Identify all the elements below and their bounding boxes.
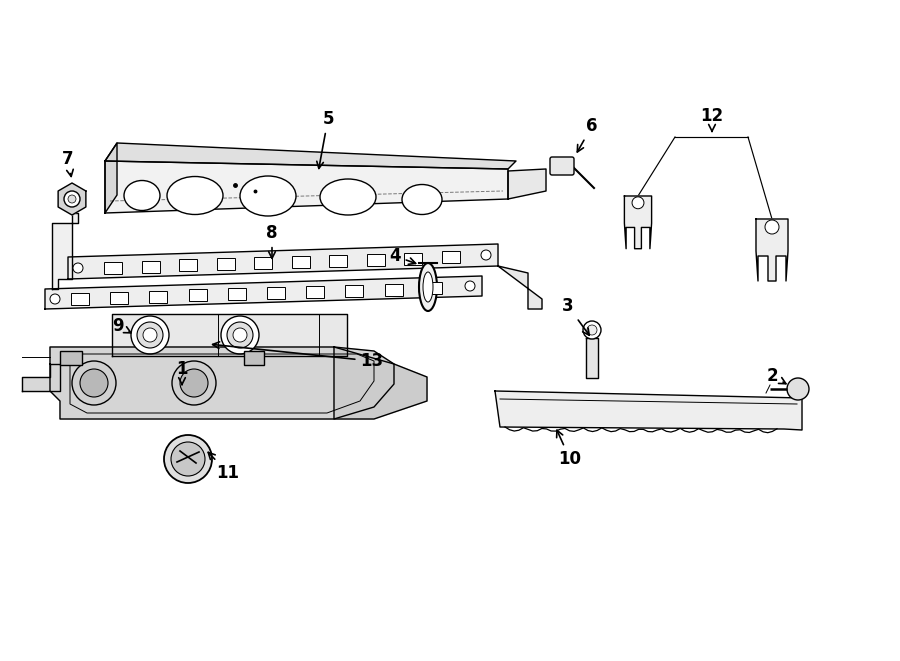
Circle shape <box>227 322 253 348</box>
Ellipse shape <box>240 176 296 216</box>
Bar <box>141 260 159 272</box>
Bar <box>149 291 167 303</box>
Text: 13: 13 <box>212 342 383 370</box>
Circle shape <box>221 316 259 354</box>
Circle shape <box>64 191 80 207</box>
Circle shape <box>180 369 208 397</box>
Text: 11: 11 <box>208 452 239 482</box>
Text: 12: 12 <box>700 107 724 132</box>
Circle shape <box>787 378 809 400</box>
Polygon shape <box>334 347 427 419</box>
Bar <box>346 285 364 297</box>
Circle shape <box>465 281 475 291</box>
Circle shape <box>233 328 247 342</box>
Bar <box>329 255 347 267</box>
Bar <box>442 251 460 264</box>
Ellipse shape <box>423 272 433 302</box>
Ellipse shape <box>419 263 437 311</box>
Text: 6: 6 <box>577 117 598 152</box>
Bar <box>404 253 422 264</box>
Bar <box>254 257 272 269</box>
Text: 5: 5 <box>317 110 334 169</box>
Polygon shape <box>52 213 78 289</box>
Circle shape <box>72 361 116 405</box>
Polygon shape <box>58 183 86 215</box>
FancyBboxPatch shape <box>550 157 574 175</box>
Bar <box>110 292 128 304</box>
Circle shape <box>587 325 597 335</box>
Circle shape <box>137 322 163 348</box>
Ellipse shape <box>124 180 160 210</box>
Circle shape <box>481 250 491 260</box>
Bar <box>71 293 89 305</box>
Circle shape <box>50 294 60 304</box>
Circle shape <box>68 195 76 203</box>
Bar <box>244 351 264 365</box>
Circle shape <box>765 220 779 234</box>
Text: 9: 9 <box>112 317 130 335</box>
Polygon shape <box>586 338 598 378</box>
Polygon shape <box>50 347 394 419</box>
Ellipse shape <box>320 179 376 215</box>
Bar <box>424 282 442 294</box>
Polygon shape <box>498 266 542 309</box>
Bar <box>60 351 82 365</box>
Text: 10: 10 <box>556 430 581 468</box>
Circle shape <box>131 316 169 354</box>
Circle shape <box>632 197 644 209</box>
Polygon shape <box>68 244 498 279</box>
Bar <box>384 284 402 295</box>
Polygon shape <box>105 143 117 213</box>
Circle shape <box>164 435 212 483</box>
Circle shape <box>73 263 83 273</box>
Circle shape <box>171 442 205 476</box>
Polygon shape <box>105 143 516 169</box>
Ellipse shape <box>167 176 223 215</box>
Polygon shape <box>625 196 652 249</box>
Bar <box>217 258 235 270</box>
Circle shape <box>583 321 601 339</box>
Polygon shape <box>756 219 788 281</box>
Polygon shape <box>495 391 802 430</box>
Circle shape <box>143 328 157 342</box>
Bar <box>104 262 122 274</box>
Ellipse shape <box>402 184 442 215</box>
Bar <box>267 287 285 299</box>
Polygon shape <box>22 364 60 391</box>
Polygon shape <box>105 161 508 213</box>
Bar <box>306 286 324 298</box>
Polygon shape <box>45 276 482 309</box>
Text: 7: 7 <box>62 150 74 176</box>
Bar <box>179 259 197 272</box>
Text: 2: 2 <box>766 367 786 385</box>
Polygon shape <box>112 314 347 356</box>
Text: 4: 4 <box>389 247 416 265</box>
Text: 1: 1 <box>176 360 188 385</box>
Bar <box>228 288 246 300</box>
Polygon shape <box>508 169 546 199</box>
Bar <box>189 290 207 301</box>
Bar <box>366 254 384 266</box>
Text: 3: 3 <box>562 297 590 335</box>
Bar <box>292 256 310 268</box>
Text: 8: 8 <box>266 224 278 258</box>
Circle shape <box>80 369 108 397</box>
Circle shape <box>172 361 216 405</box>
